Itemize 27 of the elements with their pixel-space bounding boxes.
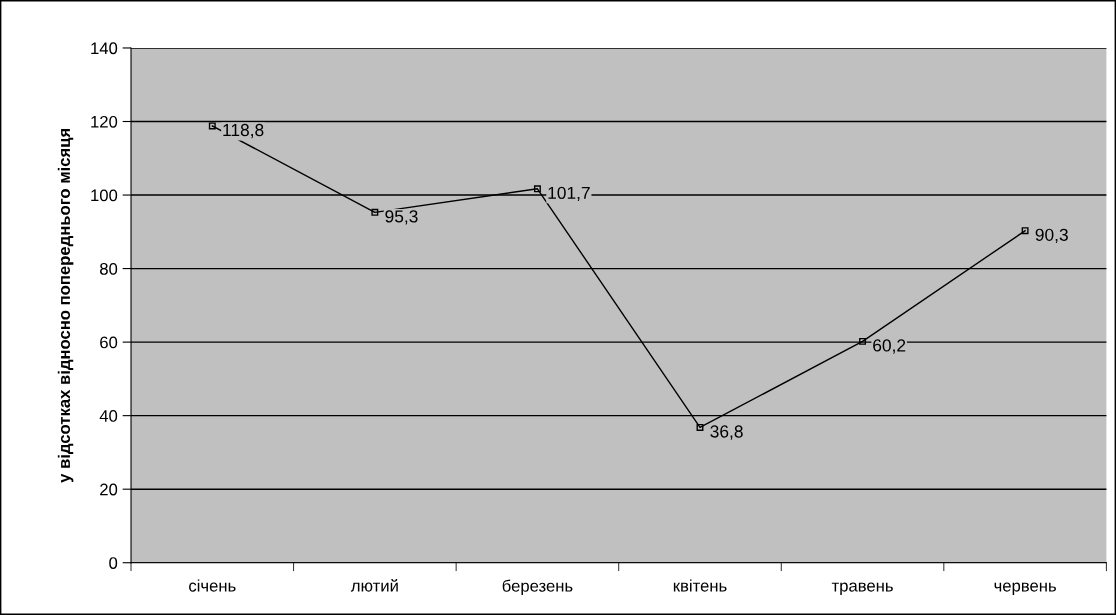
data-label: 95,3 xyxy=(385,210,418,225)
y-tick-label: 60 xyxy=(100,336,118,349)
data-label: 36,8 xyxy=(710,425,743,440)
data-label: 118,8 xyxy=(223,123,264,139)
point xyxy=(1021,227,1029,235)
y-tick-label: 0 xyxy=(109,557,118,569)
x-tick-label: травень xyxy=(831,582,893,595)
y-tick-label: 40 xyxy=(99,410,118,422)
data-label: 101,7 xyxy=(548,186,590,202)
point xyxy=(696,423,704,431)
y-axis-title: у відсотках відносно попереднього місяця xyxy=(57,129,74,483)
x-tick-label: січень xyxy=(189,579,236,592)
x-tick-label: березень xyxy=(502,579,573,596)
y-tick-label: 20 xyxy=(100,483,118,496)
point xyxy=(208,122,216,130)
x-tick-label: лютий xyxy=(350,579,398,592)
y-tick-label: 120 xyxy=(91,115,118,128)
point xyxy=(859,337,867,345)
data-label: 60,2 xyxy=(873,339,906,354)
x-tick-label: червень xyxy=(994,582,1056,595)
point xyxy=(533,185,541,193)
point xyxy=(371,208,379,216)
y-tick-label: 80 xyxy=(100,262,118,275)
x-tick-label: квітень xyxy=(673,579,727,592)
y-tick-label: 100 xyxy=(91,189,118,202)
y-tick-label: 140 xyxy=(91,42,118,55)
data-label: 90,3 xyxy=(1035,228,1068,243)
